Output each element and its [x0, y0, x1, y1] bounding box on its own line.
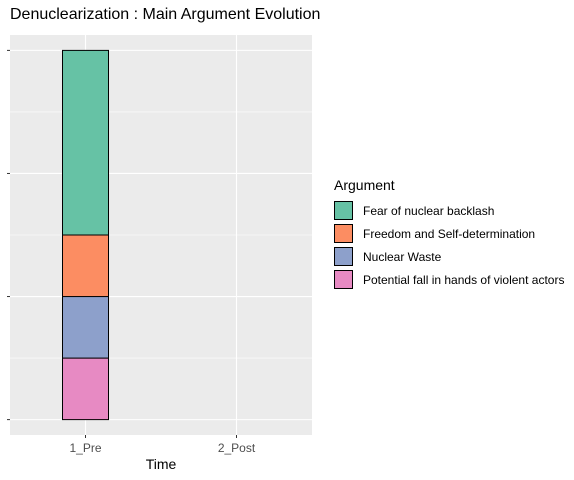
legend-key [334, 201, 353, 220]
chart-title: Denuclearization : Main Argument Evoluti… [10, 6, 321, 23]
legend-item: Nuclear Waste [334, 245, 564, 268]
legend-label: Fear of nuclear backlash [363, 203, 495, 218]
bar-segment [62, 357, 109, 421]
legend-label: Nuclear Waste [363, 249, 442, 264]
bar-segment [62, 49, 109, 236]
legend-items: Fear of nuclear backlash Freedom and Self… [334, 199, 564, 291]
x-tick-label: 2_Post [218, 441, 256, 455]
bar-stack [62, 49, 109, 421]
x-tick-label: 1_Pre [69, 441, 101, 455]
legend-key [334, 224, 353, 243]
axis-ticks: 1_Pre 2_Post [7, 49, 256, 455]
bar-segment [62, 234, 109, 298]
legend: Argument Fear of nuclear backlash Freedom… [334, 177, 564, 291]
legend-key [334, 247, 353, 266]
legend-label: Freedom and Self-determination [363, 226, 536, 241]
legend-item: Potential fall in hands of violent actor… [334, 268, 564, 291]
legend-label: Potential fall in hands of violent actor… [363, 272, 565, 287]
legend-key [334, 270, 353, 289]
legend-item: Fear of nuclear backlash [334, 199, 564, 222]
legend-item: Freedom and Self-determination [334, 222, 564, 245]
legend-title: Argument [334, 177, 395, 193]
bar-segment [62, 296, 109, 359]
x-axis-title: Time [145, 456, 177, 472]
